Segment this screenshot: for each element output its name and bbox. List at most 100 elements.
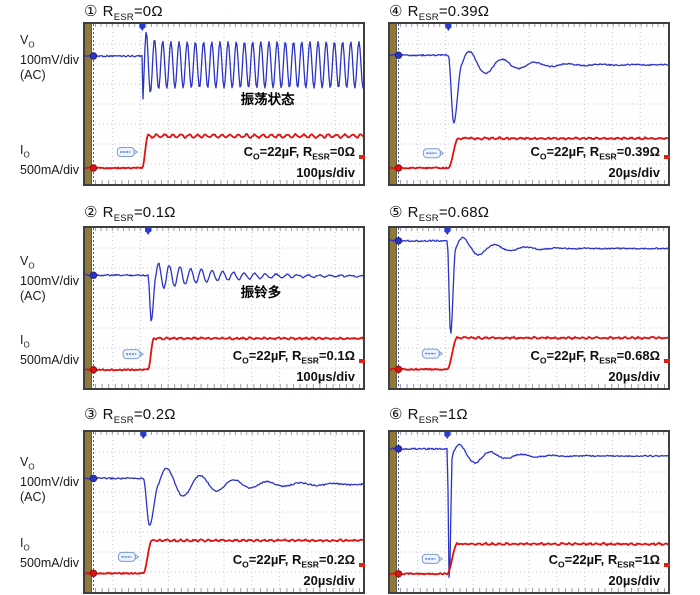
trigger-position-icon [445, 24, 452, 28]
vo-channel-marker [89, 271, 98, 279]
timebase-label: 20µs/div [303, 573, 355, 588]
cursor-badge [421, 348, 440, 359]
cursor-badge-pointer [439, 150, 445, 157]
panel-title-1: ① RESR=0Ω [84, 3, 163, 23]
waveform-svg [85, 432, 363, 592]
io-channel-marker [89, 366, 98, 374]
waveform-svg [390, 228, 668, 388]
panel-title-4: ④ RESR=0.39Ω [389, 3, 490, 23]
trigger-position-icon [446, 28, 451, 31]
trigger-level-marker [664, 155, 670, 159]
trigger-position-icon [444, 432, 451, 436]
cursor-badge [122, 349, 141, 360]
vo-channel-marker [89, 52, 98, 60]
io-trace [85, 538, 363, 575]
timebase-label: 100µs/div [296, 369, 355, 384]
timebase-label: 20µs/div [608, 573, 660, 588]
panel-number: ④ [389, 3, 403, 20]
left-strip [85, 432, 91, 592]
panel-annotation: CO=22µF, RESR=0.2Ω 20µs/div [233, 552, 355, 589]
vo-label: VO 100mV/div (AC) [20, 254, 80, 303]
scope-panel-4: CO=22µF, RESR=0.39Ω 20µs/div [388, 22, 670, 186]
vo-trace [390, 50, 668, 124]
timebase-label: 100µs/div [296, 165, 355, 180]
vo-channel-marker [394, 445, 403, 453]
vo-channel-marker [89, 474, 98, 483]
cursor-badge [421, 553, 440, 564]
vo-trace [85, 262, 363, 322]
panel-number: ⑤ [389, 204, 403, 221]
vo-label: VO 100mV/div (AC) [20, 455, 80, 504]
waveform-svg [390, 24, 668, 184]
timebase-label: 20µs/div [608, 369, 660, 384]
vo-trace [85, 31, 363, 100]
panel-number: ⑥ [389, 406, 403, 423]
trigger-level-marker [359, 359, 365, 363]
io-channel-marker [89, 569, 98, 578]
waveform-svg [390, 432, 668, 592]
vo-channel-marker [394, 51, 403, 59]
panel-annotation: CO=22µF, RESR=0.68Ω 20µs/div [531, 348, 660, 385]
io-trace [85, 133, 363, 170]
vo-channel-marker [394, 237, 403, 245]
trigger-position-icon [140, 432, 147, 436]
trigger-position-icon [139, 24, 146, 28]
trigger-position-icon [146, 232, 151, 235]
trigger-level-marker [359, 155, 365, 159]
left-strip [390, 432, 396, 592]
vo-trace [390, 236, 668, 334]
trigger-position-icon [444, 228, 451, 232]
capacitor-esr-label: CO=22µF, RESR=0Ω [243, 144, 355, 162]
cursor-badge-pointer [133, 149, 139, 155]
io-trace [85, 336, 363, 372]
io-trace [390, 335, 668, 371]
trigger-position-icon [141, 436, 146, 439]
panel-title-6: ⑥ RESR=1Ω [389, 406, 468, 426]
capacitor-esr-label: CO=22µF, RESR=0.2Ω [232, 552, 355, 570]
cursor-badge [116, 147, 135, 157]
left-strip [85, 24, 91, 184]
vo-label: VO 100mV/div (AC) [20, 33, 80, 82]
panel-title-3: ③ RESR=0.2Ω [84, 406, 176, 426]
capacitor-esr-label: CO=22µF, RESR=1Ω [548, 552, 660, 570]
oscillation-note: 振荡状态 [240, 92, 295, 107]
left-strip [390, 228, 396, 388]
cursor-badge-pointer [438, 555, 444, 562]
scope-panel-3: CO=22µF, RESR=0.2Ω 20µs/div [83, 430, 365, 594]
trigger-level-marker [664, 563, 670, 567]
trigger-position-icon [445, 232, 450, 235]
trigger-position-icon [445, 436, 450, 439]
vo-trace [85, 467, 363, 526]
waveform-svg [85, 24, 363, 184]
panel-number: ① [84, 3, 98, 20]
cursor-badge-pointer [134, 553, 140, 560]
cursor-badge [117, 551, 136, 562]
cursor-badge-pointer [438, 350, 444, 357]
scope-panel-2: 振铃多 CO=22µF, RESR=0.1Ω 100µs/div [83, 226, 365, 390]
cursor-badge-pointer [139, 351, 145, 358]
panel-annotation: CO=22µF, RESR=0.39Ω 20µs/div [531, 144, 660, 181]
io-channel-marker [394, 164, 403, 172]
panel-number: ② [84, 204, 98, 221]
io-channel-marker [394, 365, 403, 374]
left-strip [390, 24, 396, 184]
io-channel-marker [89, 164, 98, 172]
cursor-badge [422, 148, 441, 159]
scope-panel-1: 振荡状态 CO=22µF, RESR=0Ω 100µs/div [83, 22, 365, 186]
panel-annotation: CO=22µF, RESR=0Ω 100µs/div [244, 144, 355, 181]
trigger-level-marker [359, 563, 365, 567]
panel-number: ③ [84, 406, 98, 423]
capacitor-esr-label: CO=22µF, RESR=0.68Ω [530, 348, 660, 366]
left-strip [85, 228, 91, 388]
io-label: IO 500mA/div [20, 536, 80, 570]
io-trace [390, 541, 668, 576]
timebase-label: 20µs/div [608, 165, 660, 180]
scope-panel-5: CO=22µF, RESR=0.68Ω 20µs/div [388, 226, 670, 390]
io-trace [390, 136, 668, 170]
waveform-svg [85, 228, 363, 388]
io-label: IO 500mA/div [20, 333, 80, 367]
panel-annotation: CO=22µF, RESR=0.1Ω 100µs/div [233, 348, 355, 385]
capacitor-esr-label: CO=22µF, RESR=0.39Ω [530, 144, 660, 162]
panel-title-5: ⑤ RESR=0.68Ω [389, 204, 490, 224]
